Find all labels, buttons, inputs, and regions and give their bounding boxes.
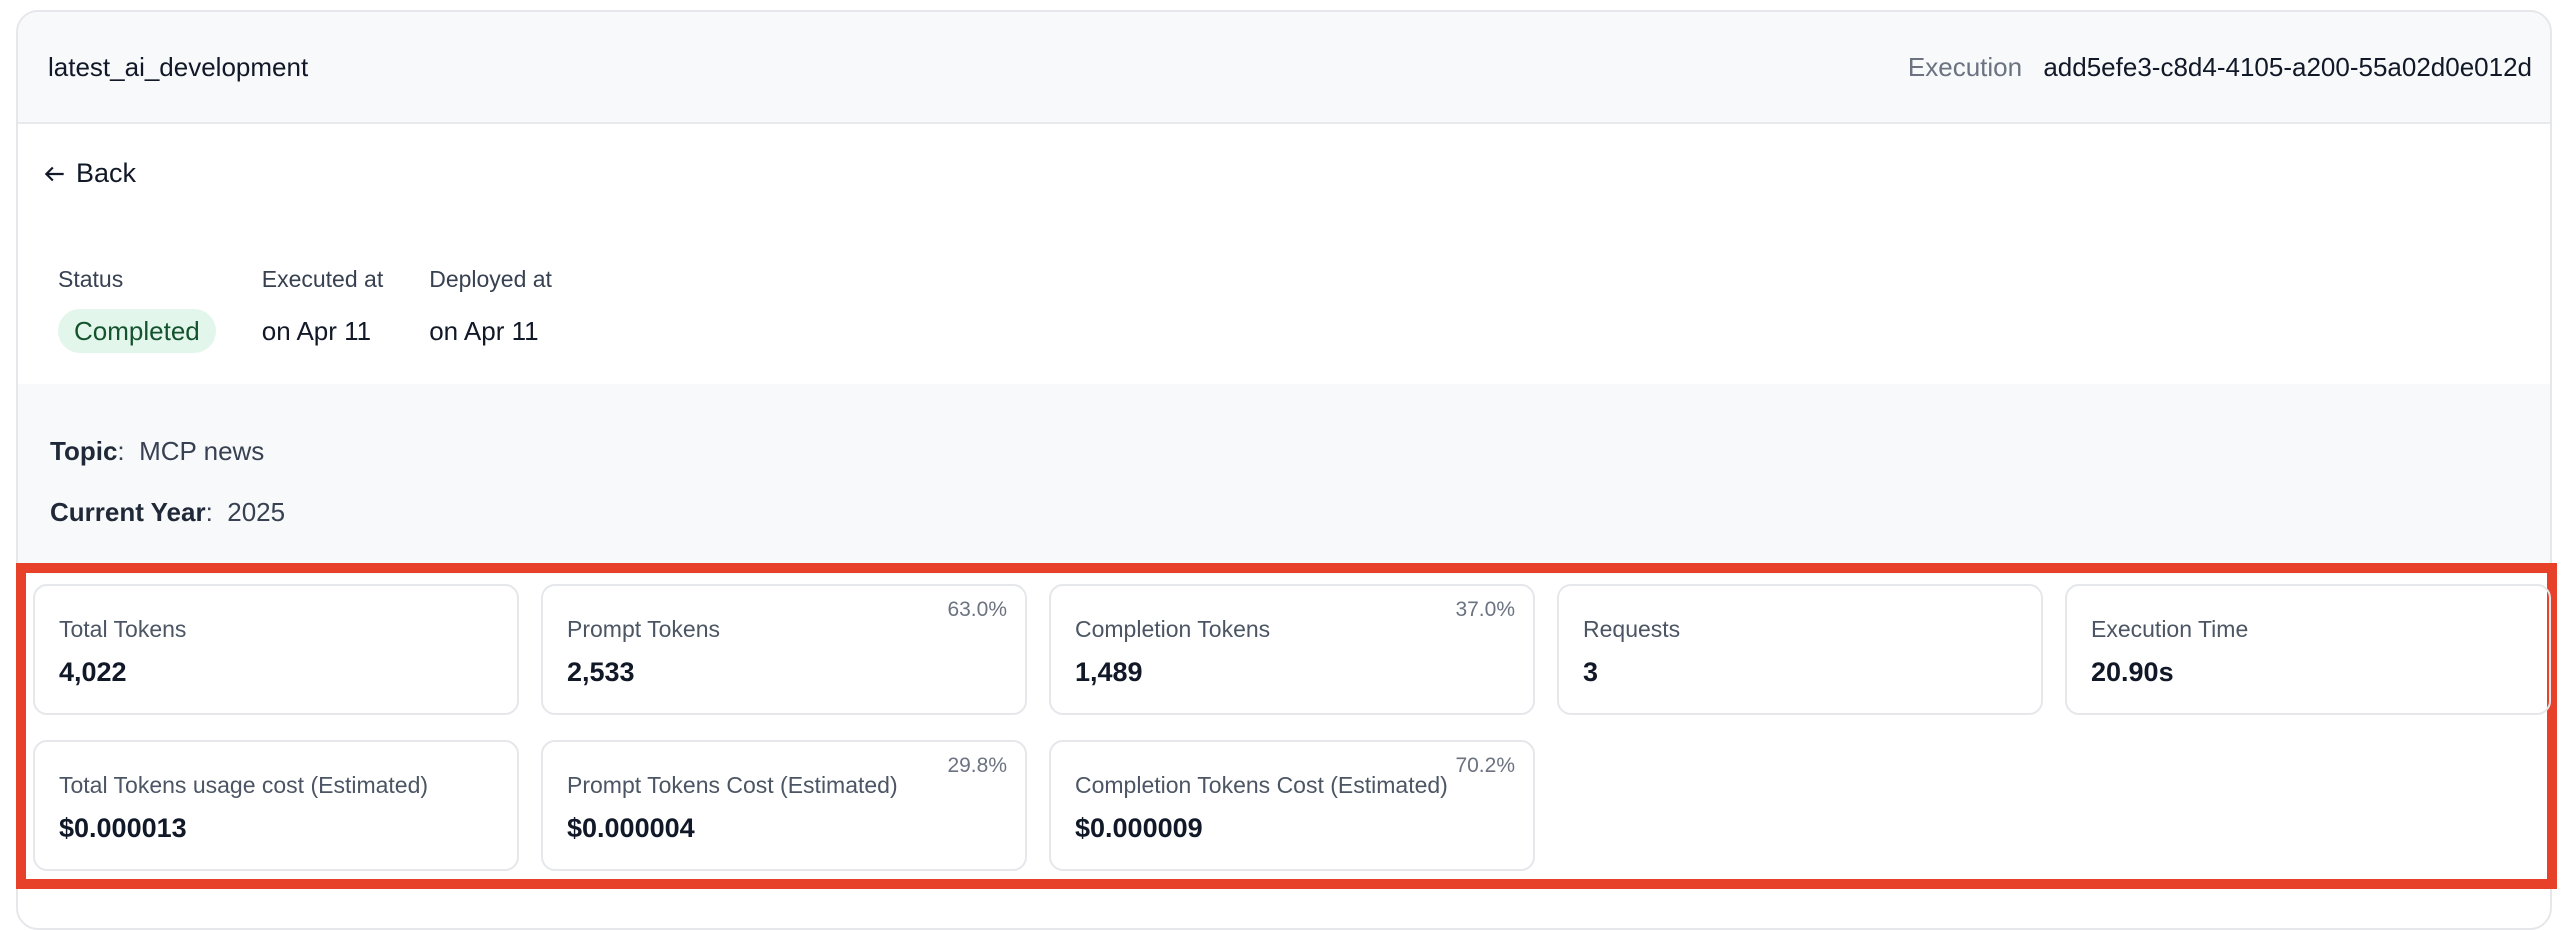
input-value: MCP news	[139, 436, 265, 466]
stat-label: Prompt Tokens Cost (Estimated)	[567, 772, 898, 798]
stat-card-completion-tokens-cost-estimated: Completion Tokens Cost (Estimated) $0.000…	[1049, 740, 1535, 871]
stat-card-completion-tokens: Completion Tokens 1,489 37.0%	[1049, 584, 1535, 715]
crew-name: latest_ai_development	[48, 51, 309, 82]
stat-label: Total Tokens usage cost (Estimated)	[59, 772, 429, 798]
stat-label: Completion Tokens Cost (Estimated)	[1075, 772, 1448, 798]
stat-card-prompt-tokens: Prompt Tokens 2,533 63.0%	[541, 584, 1027, 715]
stat-percentage: 37.0%	[1455, 598, 1515, 621]
executed-at-value: on Apr 11	[261, 316, 372, 346]
panel-header: latest_ai_development Execution add5efe3…	[18, 12, 2550, 124]
stat-card-total-tokens-usage-cost-estimated: Total Tokens usage cost (Estimated) $0.00…	[33, 740, 519, 871]
input-current-year: Current Year: 2025	[50, 497, 286, 527]
input-topic: Topic: MCP news	[50, 436, 265, 466]
execution-label: Execution	[1907, 51, 2023, 82]
stat-value: 20.90s	[2091, 657, 2174, 687]
stat-label: Execution Time	[2091, 616, 2249, 642]
stat-card-requests: Requests 3	[1557, 584, 2043, 715]
executed-at-label: Executed at	[261, 266, 384, 292]
deployed-at-value: on Apr 11	[429, 316, 539, 346]
stat-label: Total Tokens	[59, 616, 187, 642]
stat-value: 2,533	[567, 657, 635, 687]
execution-id: add5efe3-c8d4-4105-a200-55a02d0e012d	[2043, 51, 2532, 82]
input-value: 2025	[227, 497, 286, 527]
stat-percentage: 29.8%	[947, 754, 1007, 777]
execution-panel: latest_ai_development Execution add5efe3…	[16, 10, 2552, 930]
stat-value: $0.000004	[567, 813, 695, 843]
stat-value: 1,489	[1075, 657, 1143, 687]
stat-card-prompt-tokens-cost-estimated: Prompt Tokens Cost (Estimated) $0.000004 2…	[541, 740, 1027, 871]
execution-id-display: Execution add5efe3-c8d4-4105-a200-55a02d…	[1908, 52, 2532, 83]
status-badge: Completed	[58, 309, 216, 353]
stat-value: $0.000013	[59, 813, 187, 843]
stat-value: 4,022	[59, 657, 127, 687]
stat-card-total-tokens: Total Tokens 4,022	[33, 584, 519, 715]
back-label: Back	[76, 158, 137, 188]
input-key: Topic	[50, 436, 118, 466]
stat-percentage: 63.0%	[947, 598, 1007, 621]
arrow-left-icon	[44, 166, 64, 181]
status-label: Status	[58, 266, 124, 292]
stat-label: Completion Tokens	[1075, 616, 1271, 642]
usage-stats-grid: Total Tokens 4,022 Prompt Tokens 2,533 63.0%…	[16, 563, 2557, 889]
inputs-section: Topic: MCP news Current Year: 2025	[18, 384, 2550, 574]
stat-label: Prompt Tokens	[567, 616, 720, 642]
back-button[interactable]: Back	[42, 158, 136, 189]
stat-label: Requests	[1583, 616, 1681, 642]
execution-meta: Status Completed Executed at on Apr 11 Dep…	[58, 266, 552, 353]
input-key: Current Year	[50, 497, 206, 527]
stat-percentage: 70.2%	[1455, 754, 1515, 777]
deployed-at-label: Deployed at	[429, 266, 552, 292]
stat-value: $0.000009	[1075, 813, 1203, 843]
stat-value: 3	[1583, 657, 1599, 687]
stat-card-execution-time: Execution Time 20.90s	[2065, 584, 2551, 715]
